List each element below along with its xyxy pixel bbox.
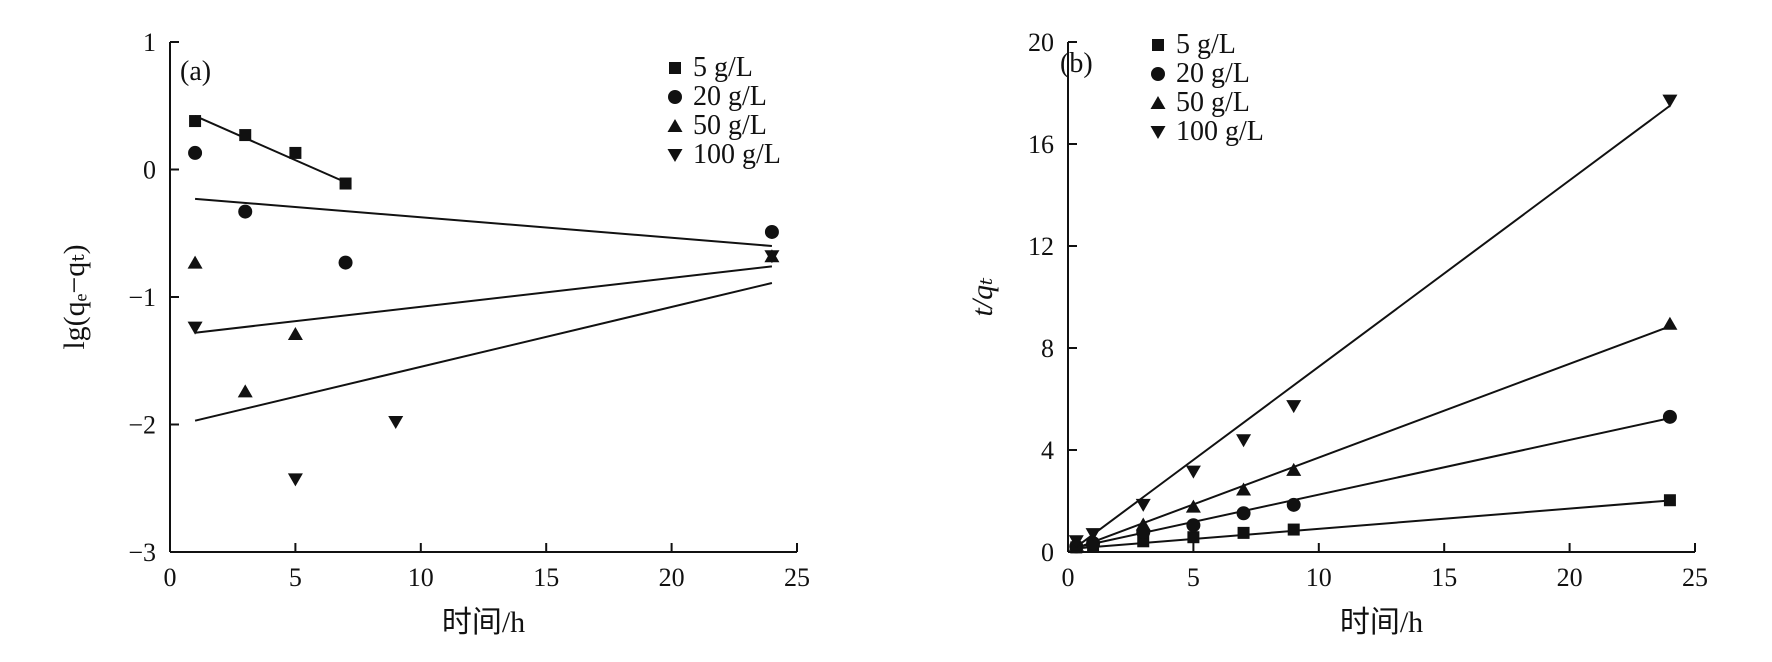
data-point-circle <box>338 255 353 270</box>
y-tick-label: −1 <box>128 283 156 312</box>
y-tick-label: 20 <box>1028 28 1054 57</box>
legend-marker-triangle-up <box>1150 96 1166 109</box>
data-point-triangle-down <box>1085 528 1101 542</box>
y-tick-label: 0 <box>1041 538 1054 567</box>
fit-line-triangle-down <box>1075 104 1671 548</box>
data-point-triangle-down <box>764 250 780 264</box>
legend-label: 50 g/L <box>1176 87 1250 118</box>
x-tick-label: 25 <box>784 563 810 592</box>
y-tick-label: 0 <box>143 156 156 185</box>
data-point-square <box>1287 523 1300 536</box>
data-point-triangle-down <box>287 473 303 487</box>
x-tick-label: 5 <box>289 563 302 592</box>
data-point-circle <box>238 204 253 219</box>
data-point-triangle-up <box>1185 499 1201 513</box>
legend-label: 100 g/L <box>693 139 781 170</box>
data-point-triangle-up <box>287 326 303 340</box>
fit-line-circle <box>194 197 773 247</box>
y-axis-title: t/qₜ <box>966 277 999 317</box>
data-point-triangle-up <box>237 384 253 398</box>
legend-marker-triangle-down <box>1150 126 1166 139</box>
data-point-square <box>189 115 202 128</box>
data-point-triangle-down <box>1662 94 1678 108</box>
y-axis-title: lg(qₑ−qₜ) <box>58 244 91 349</box>
x-tick-label: 5 <box>1187 563 1200 592</box>
data-point-triangle-down <box>1236 434 1252 448</box>
data-point-circle <box>1236 506 1251 521</box>
fit-line-square <box>194 115 346 184</box>
data-point-triangle-down <box>187 321 203 335</box>
y-tick-label: 4 <box>1041 436 1054 465</box>
legend-marker-circle <box>1151 67 1165 81</box>
y-tick-label: 16 <box>1028 130 1054 159</box>
data-point-square <box>289 146 302 159</box>
fit-line-square <box>1076 499 1671 550</box>
data-point-triangle-down <box>1286 400 1302 414</box>
chart-b: 0 5 10 15 20 25 0 4 8 12 16 20 时间/h t/qₜ (b) 5 g/L20 g/… <box>966 28 1708 639</box>
legend-marker-triangle-up <box>667 119 683 132</box>
chart-a: 0 5 10 15 20 25 −3 −2 −1 0 1 时间/h lg(qₑ−qₜ) (a) 5 g/L2… <box>58 28 810 639</box>
panel-label: (a) <box>180 56 211 87</box>
legend-label: 5 g/L <box>693 52 753 83</box>
y-tick-label: 8 <box>1041 334 1054 363</box>
x-tick-label: 25 <box>1682 563 1708 592</box>
data-point-square <box>1663 494 1676 507</box>
y-tick-label: −3 <box>128 538 156 567</box>
data-point-circle <box>1286 497 1301 512</box>
x-tick-label: 0 <box>164 563 177 592</box>
legend-marker-circle <box>668 90 682 104</box>
legend-label: 5 g/L <box>1176 29 1236 60</box>
data-point-triangle-down <box>1068 535 1084 549</box>
fit-line-triangle-up <box>1075 325 1671 550</box>
data-point-circle <box>764 224 779 239</box>
legend-marker-square <box>1152 39 1164 51</box>
data-point-square <box>239 129 252 142</box>
fit-line-circle <box>1076 417 1671 549</box>
y-tick-label: 12 <box>1028 232 1054 261</box>
legend-label: 20 g/L <box>693 81 767 112</box>
x-tick-label: 15 <box>1431 563 1457 592</box>
data-point-circle <box>1186 518 1201 533</box>
data-point-triangle-up <box>187 255 203 269</box>
data-point-triangle-down <box>388 415 404 429</box>
legend-label: 100 g/L <box>1176 116 1264 147</box>
data-point-square <box>1237 526 1250 539</box>
x-tick-label: 0 <box>1062 563 1075 592</box>
data-point-triangle-up <box>1236 482 1252 496</box>
data-point-triangle-up <box>1662 316 1678 330</box>
fit-line-triangle-down <box>194 265 773 334</box>
x-tick-label: 10 <box>408 563 434 592</box>
data-point-square <box>339 177 352 190</box>
x-tick-label: 10 <box>1306 563 1332 592</box>
data-point-triangle-down <box>1185 465 1201 479</box>
x-tick-label: 15 <box>533 563 559 592</box>
data-point-triangle-up <box>1286 462 1302 476</box>
legend-label: 50 g/L <box>693 110 767 141</box>
x-tick-label: 20 <box>1557 563 1583 592</box>
x-axis-title: 时间/h <box>442 606 525 639</box>
legend-marker-square <box>669 62 681 74</box>
data-point-circle <box>188 145 203 160</box>
panel-label: (b) <box>1060 48 1093 79</box>
data-point-square <box>1187 531 1200 544</box>
data-point-circle <box>1662 409 1677 424</box>
fit-line-triangle-up <box>194 282 773 422</box>
data-point-triangle-up <box>1135 517 1151 531</box>
y-tick-label: 1 <box>143 28 156 57</box>
legend-marker-triangle-down <box>667 149 683 162</box>
data-point-triangle-down <box>1135 498 1151 512</box>
y-tick-label: −2 <box>128 411 156 440</box>
legend-label: 20 g/L <box>1176 58 1250 89</box>
x-tick-label: 20 <box>659 563 685 592</box>
x-axis-title: 时间/h <box>1340 606 1423 639</box>
